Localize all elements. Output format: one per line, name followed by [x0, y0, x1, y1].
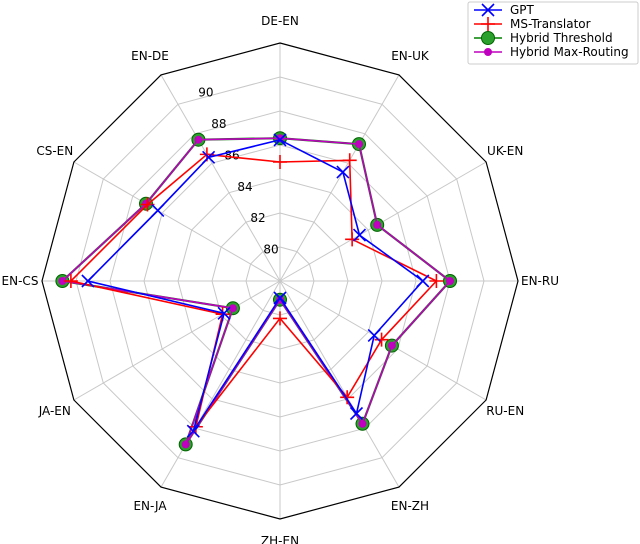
data-point-x — [352, 228, 367, 242]
data-point-plus — [273, 155, 287, 169]
data-point-plus — [429, 274, 444, 288]
data-point-plus — [340, 390, 355, 405]
data-point-dot — [228, 304, 237, 313]
data-point-x — [151, 203, 165, 218]
legend-label-hybrid-threshold: Hybrid Threshold — [510, 31, 613, 45]
spoke-line — [73, 161, 281, 282]
spoke-line — [279, 280, 400, 488]
data-point-dot — [446, 277, 454, 285]
data-point-dot — [358, 419, 367, 428]
axis-label: EN-ZH — [391, 499, 429, 513]
legend: GPT MS-Translator Hybrid Threshold Hybri… — [467, 1, 639, 65]
data-point-plus — [342, 153, 357, 168]
radial-tick-label: 82 — [250, 211, 265, 225]
data-point-plus — [345, 232, 360, 247]
outer-frame — [41, 42, 519, 520]
spoke-line — [279, 74, 400, 282]
data-point-x — [202, 150, 216, 164]
data-point-dot — [194, 135, 203, 144]
legend-marker-x-icon — [481, 3, 495, 17]
data-point-x — [367, 328, 381, 342]
data-point-x — [336, 165, 350, 179]
axis-label: EN-RU — [521, 274, 559, 288]
axis-label: CS-EN — [36, 144, 73, 158]
series-layer — [55, 131, 457, 452]
axis-label: EN-JA — [133, 499, 167, 513]
axis-labels: DE-EN EN-UK UK-EN EN-RU RU-EN EN-ZH ZH-EN EN-JA… — [2, 14, 559, 544]
data-point-dot — [181, 440, 190, 449]
data-point-dot — [387, 341, 396, 350]
data-point-dot — [373, 220, 382, 229]
data-point-x — [217, 306, 231, 320]
spoke-line — [279, 280, 487, 401]
data-point-x — [273, 133, 287, 147]
data-point-plus — [63, 274, 78, 288]
data-point-plus — [374, 332, 389, 347]
axis-label: RU-EN — [486, 404, 524, 418]
axis-label: EN-CS — [2, 274, 39, 288]
data-point-dot — [355, 140, 363, 149]
data-point-x — [81, 274, 95, 288]
axis-label: EN-UK — [391, 49, 430, 63]
legend-entry-hybrid-threshold: Hybrid Threshold — [474, 31, 613, 45]
data-point-plus — [273, 311, 287, 326]
axis-label: DE-EN — [261, 14, 299, 28]
radial-tick-label: 90 — [198, 86, 213, 100]
legend-label-gpt: GPT — [510, 3, 535, 17]
data-point-x — [349, 406, 364, 421]
data-point-x — [416, 274, 430, 288]
legend-frame — [467, 1, 639, 65]
data-point-x — [273, 291, 287, 305]
axis-label: JA-EN — [38, 404, 71, 418]
legend-marker-circle-icon — [481, 31, 495, 45]
radial-tick-label: 80 — [263, 243, 278, 257]
legend-label-hybrid-max-routing: Hybrid Max-Routing — [510, 45, 629, 59]
legend-entry-gpt: GPT — [474, 3, 535, 17]
legend-marker-dot-icon — [484, 48, 492, 56]
legend-entry-ms-translator: MS-Translator — [474, 17, 591, 31]
spoke-line — [73, 280, 281, 401]
series-gpt — [81, 133, 430, 438]
axis-label: EN-DE — [131, 49, 169, 63]
series-line — [86, 139, 424, 432]
radial-tick-label: 88 — [211, 117, 226, 131]
legend-label-ms-translator: MS-Translator — [510, 17, 591, 31]
legend-marker-plus-icon — [481, 17, 495, 31]
spoke-line — [160, 74, 281, 282]
axis-label: ZH-EN — [261, 534, 299, 544]
legend-entry-hybrid-max-routing: Hybrid Max-Routing — [474, 45, 629, 59]
radial-tick-label: 84 — [237, 180, 252, 194]
axis-label: UK-EN — [487, 144, 523, 158]
radar-grid — [41, 42, 519, 520]
data-point-x — [186, 424, 200, 438]
series-ms-translator — [63, 147, 444, 434]
spoke-line — [160, 280, 281, 488]
